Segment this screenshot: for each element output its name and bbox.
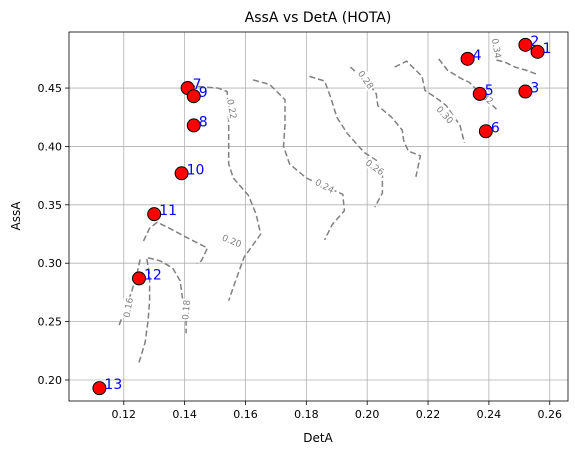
chart-title: AssA vs DetA (HOTA) [245, 10, 392, 26]
x-tick-label: 0.18 [294, 408, 319, 421]
data-point [518, 84, 533, 99]
x-tick-label: 0.16 [233, 408, 258, 421]
contour-label-bg [179, 298, 193, 322]
point-label: 9 [199, 85, 208, 101]
contour-label-bg [362, 156, 388, 178]
contour-label: 0.22 [224, 99, 237, 120]
contour-line [394, 60, 466, 144]
contour-label-bg [355, 67, 377, 92]
data-point [478, 124, 493, 139]
x-tick-label: 0.26 [537, 408, 562, 421]
data-point [174, 166, 189, 181]
contour-label-bg [219, 231, 245, 250]
point-label: 12 [144, 267, 162, 283]
point-label: 1 [543, 41, 552, 57]
contour-label-bg [433, 102, 457, 127]
x-tick-label: 0.20 [355, 408, 380, 421]
contour-label: 0.16 [123, 297, 136, 319]
point-label: 4 [473, 48, 482, 64]
x-tick-label: 0.14 [172, 408, 197, 421]
y-tick-label: 0.20 [38, 374, 63, 387]
contour-label: 0.34 [489, 38, 502, 60]
x-tick-label: 0.24 [477, 408, 502, 421]
contour-label-bg [120, 295, 136, 320]
x-tick-label: 0.22 [416, 408, 441, 421]
contour-label-bg [312, 175, 338, 196]
data-point [147, 207, 162, 222]
plot-frame [68, 31, 569, 402]
contour-line [189, 84, 262, 301]
x-tick-label: 0.12 [112, 408, 137, 421]
point-label: 2 [530, 34, 539, 50]
contour-label-bg [224, 97, 240, 121]
data-point [92, 381, 107, 396]
y-tick-label: 0.35 [38, 199, 63, 212]
contour-line [252, 79, 346, 241]
point-label: 3 [530, 81, 539, 97]
data-point [530, 44, 545, 59]
y-tick-label: 0.30 [38, 257, 63, 270]
y-axis-label: AssA [9, 201, 23, 231]
y-tick-label: 0.40 [38, 140, 63, 153]
data-point [186, 118, 201, 133]
point-label: 8 [199, 114, 208, 130]
contour-line [309, 75, 384, 208]
data-point [186, 89, 201, 104]
grid-lines [69, 32, 568, 401]
data-point [131, 271, 146, 286]
data-point [518, 37, 533, 52]
point-label: 11 [159, 203, 177, 219]
contour-label: 0.18 [181, 299, 193, 320]
point-label: 13 [104, 377, 122, 393]
point-label: 10 [187, 162, 205, 178]
y-tick-label: 0.45 [38, 82, 63, 95]
point-label: 6 [491, 120, 500, 136]
x-axis-label: DetA [303, 431, 333, 445]
contour-label-bg [489, 36, 505, 61]
point-label: 7 [193, 77, 202, 93]
point-label: 5 [485, 83, 494, 99]
data-point [460, 51, 475, 66]
axis-ticks: 0.12 0.14 0.16 0.18 0.20 0.22 0.24 0.26 0.20 0.25… [38, 82, 562, 421]
contour-line [496, 59, 537, 75]
contour-line [142, 221, 209, 264]
data-point [472, 86, 487, 101]
y-tick-label: 0.25 [38, 316, 63, 329]
